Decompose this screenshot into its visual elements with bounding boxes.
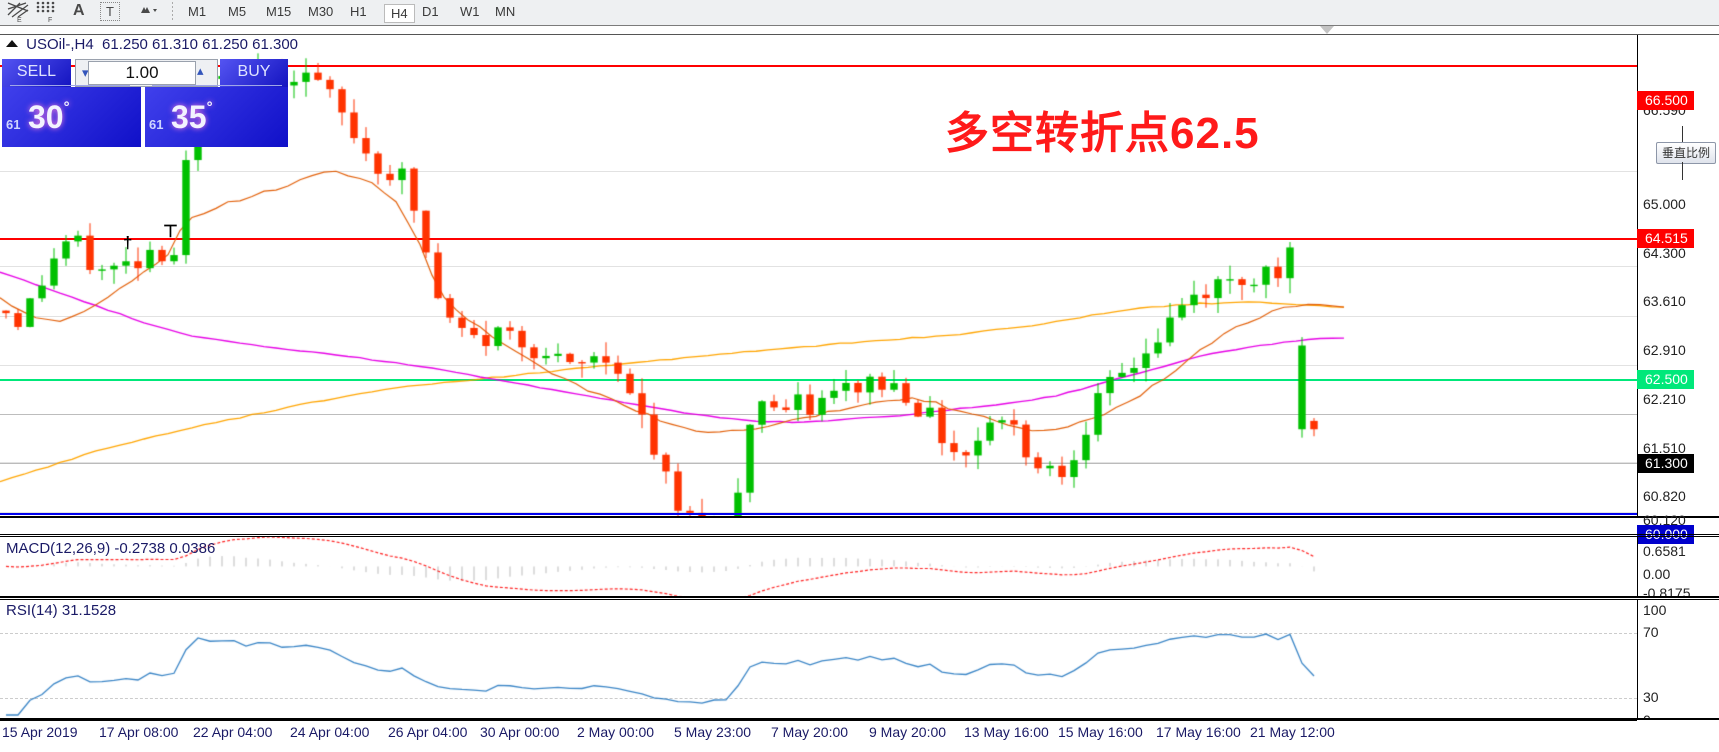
- svg-text:F: F: [48, 17, 52, 23]
- svg-text:E: E: [17, 17, 22, 23]
